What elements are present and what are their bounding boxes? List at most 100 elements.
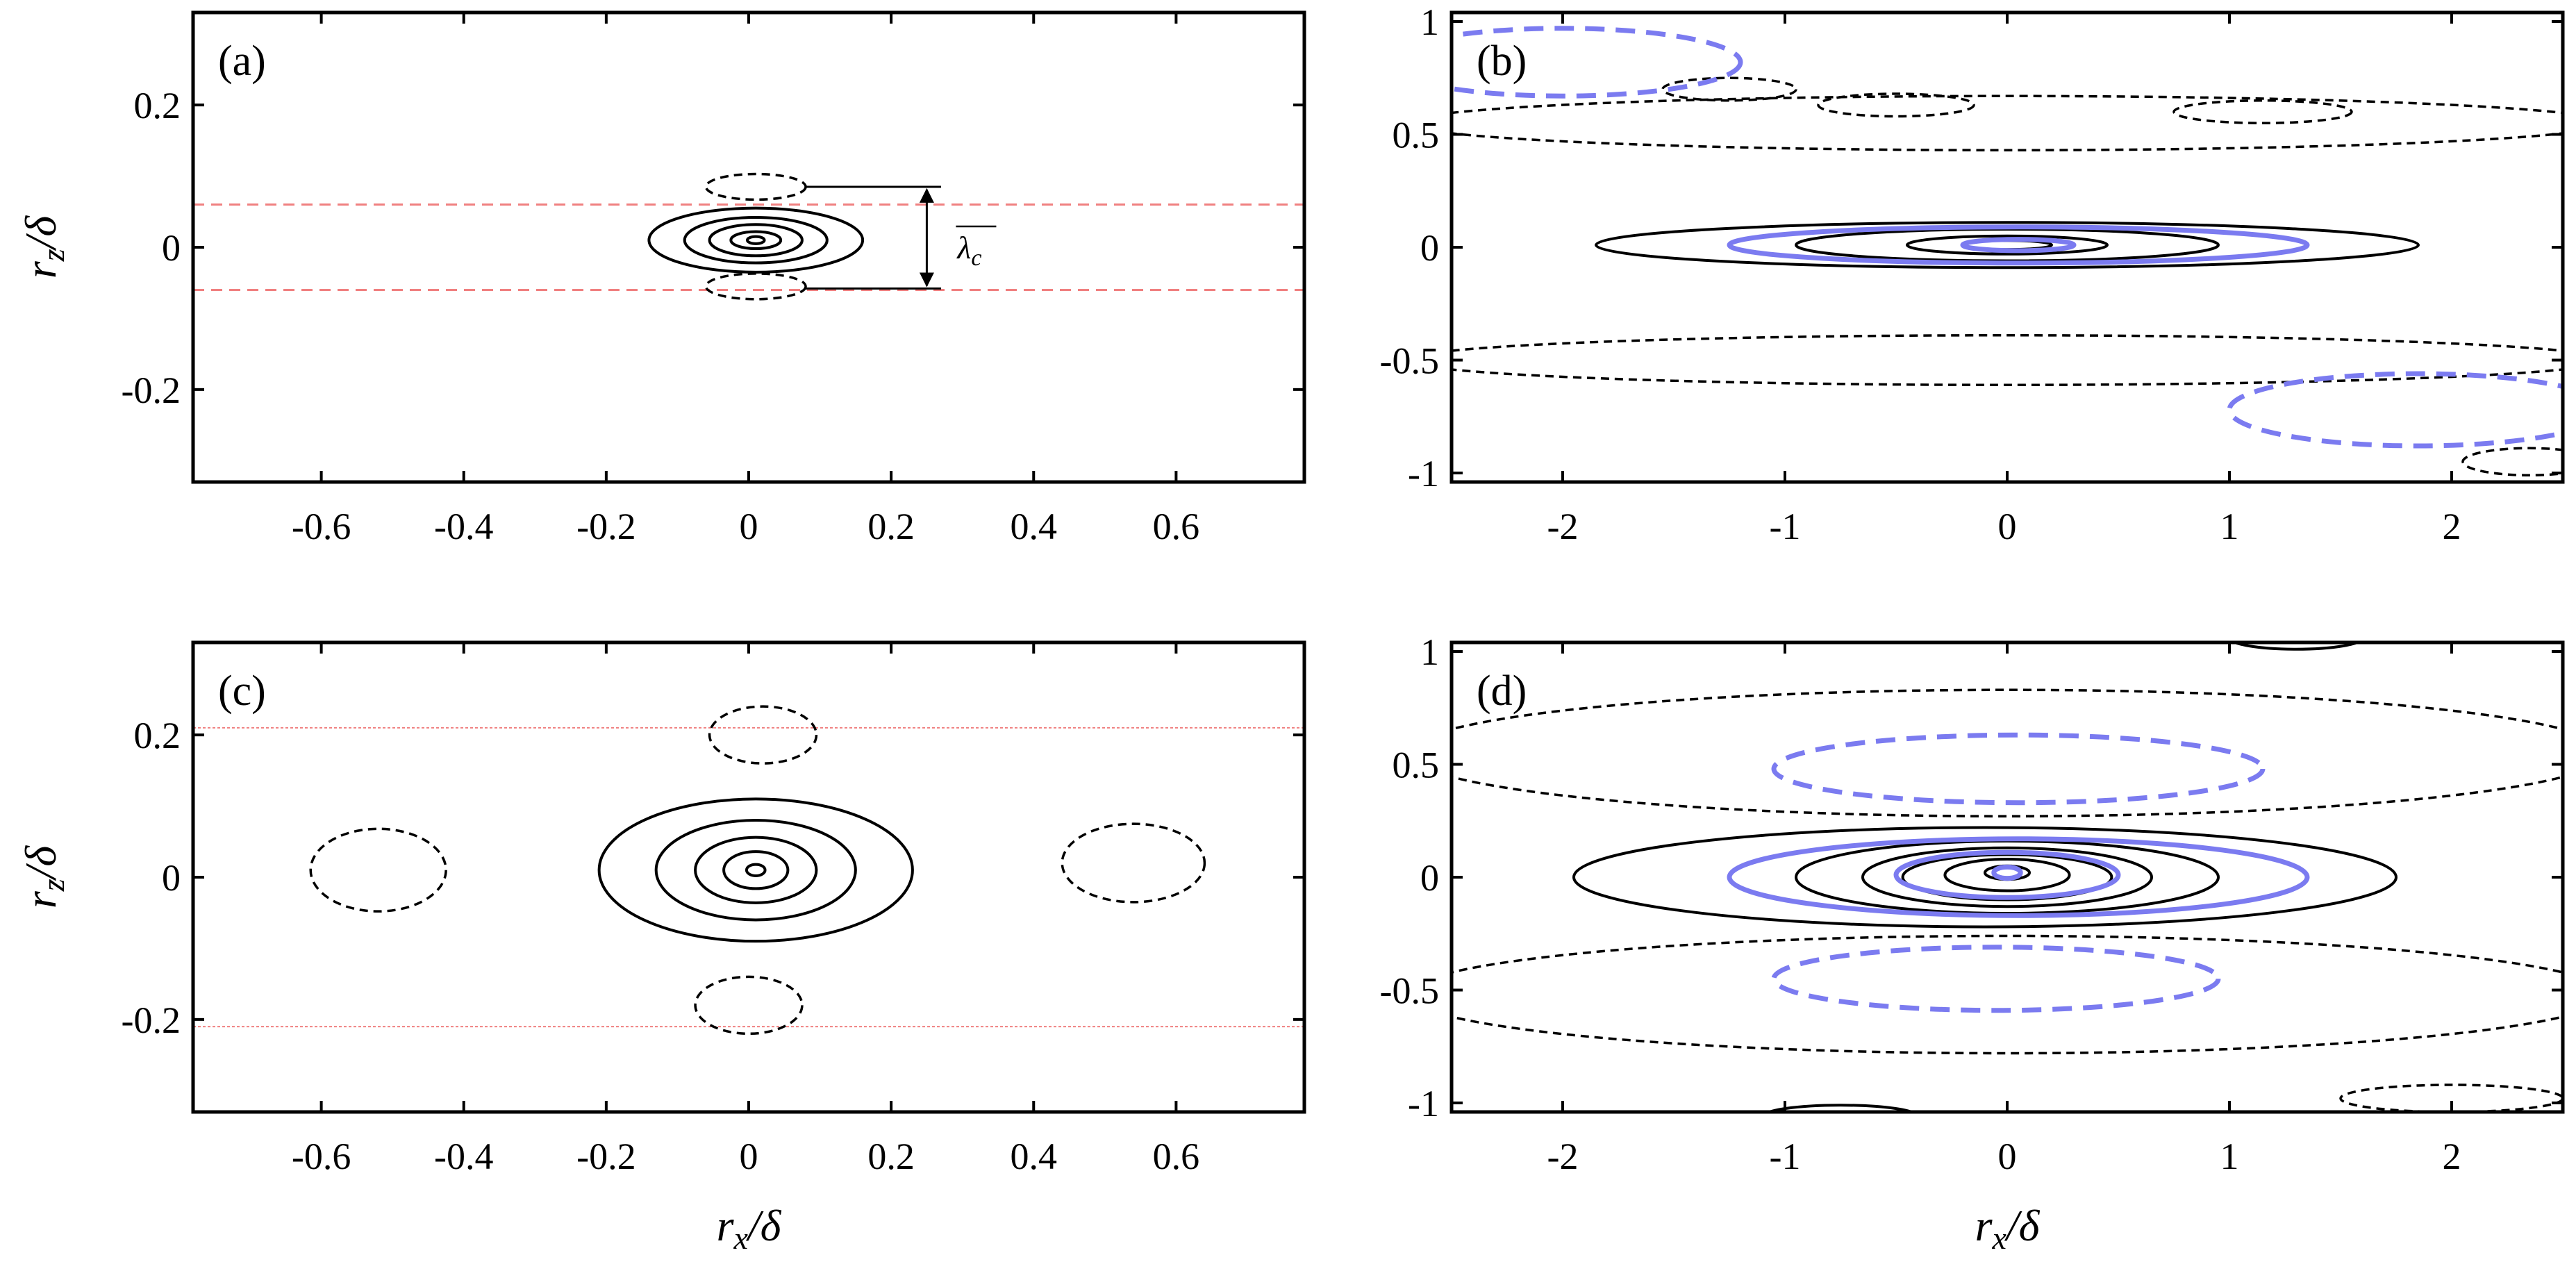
contour-dashed-blue-10 — [1771, 945, 2221, 1013]
y-tick-label: 0.5 — [1393, 115, 1440, 156]
contour-solid-blue-5 — [1960, 237, 2077, 254]
contour-dashed-black-9 — [1817, 92, 1975, 118]
contour-solid-black-4 — [745, 235, 766, 245]
contour-solid-black-0 — [1595, 221, 2420, 269]
y-tick-label: 0 — [162, 227, 181, 269]
contour-solid-black-2 — [1861, 846, 2153, 908]
contour-dashed-black-8 — [1061, 822, 1206, 904]
plot-area — [193, 705, 1304, 1036]
x-tick-label: 0.4 — [1011, 1136, 1058, 1177]
panel-label: (a) — [218, 38, 266, 85]
panel-d: -2 -1 0 1 2 1 0.5 0 -0.5 -1 (d) rx/δ — [1380, 631, 2565, 1256]
y-tick-label: 1 — [1420, 631, 1439, 673]
contour-solid-black-1 — [1795, 228, 2220, 263]
contour-dashed-black-6 — [694, 975, 804, 1036]
x-tick-label: -1 — [1770, 506, 1801, 547]
contour-solid-black-2 — [694, 836, 818, 904]
contour-solid-black-1 — [683, 215, 829, 265]
contour-dashed-black-13 — [2339, 1083, 2563, 1112]
panel-label: (d) — [1477, 667, 1527, 715]
contour-dashed-black-7 — [1452, 334, 2563, 386]
contour-solid-black-4 — [745, 863, 767, 877]
axes-frame — [1449, 10, 2565, 484]
x-tick-label: 0 — [1998, 506, 2017, 547]
y-tick-label: 0.5 — [1393, 745, 1440, 786]
x-tick-label: 1 — [2220, 506, 2239, 547]
y-tick-label: 0.2 — [134, 85, 181, 126]
panel-a: -0.6 -0.4 -0.2 0 0.2 0.4 0.6 0.2 0 -0.2 (a) rz/δ λc — [16, 10, 1306, 547]
x-tick-label: -2 — [1547, 1136, 1579, 1177]
contour-solid-black-3 — [722, 850, 790, 890]
x-tick-label: -0.2 — [576, 506, 635, 547]
y-axis-label: rz/δ — [16, 845, 71, 909]
contour-solid-blue-7 — [1893, 849, 2121, 900]
x-tick-label: 2 — [2443, 1136, 2461, 1177]
contour-dashed-black-8 — [1661, 76, 1797, 102]
contour-dashed-black-11 — [1452, 688, 2563, 817]
panel-label: (c) — [218, 667, 266, 715]
contour-solid-black-14 — [2232, 642, 2361, 651]
panel-c: -0.6 -0.4 -0.2 0 0.2 0.4 0.6 0.2 0 -0.2 (c) rz/δ rx/… — [16, 640, 1306, 1256]
x-tick-label: -0.4 — [434, 506, 493, 547]
contour-dashed-blue-9 — [1771, 732, 2266, 806]
contour-dashed-black-6 — [1452, 94, 2563, 151]
contour-solid-black-15 — [1765, 1104, 1916, 1112]
axes-frame — [191, 640, 1306, 1114]
contour-solid-blue-8 — [1991, 864, 2023, 881]
x-axis-label: rx/δ — [1975, 1201, 2041, 1256]
y-tick-label: -0.5 — [1380, 970, 1439, 1012]
x-tick-label: -1 — [1770, 1136, 1801, 1177]
y-tick-label: 0 — [1420, 227, 1439, 269]
plot-area — [1452, 642, 2563, 1112]
y-tick-label: -1 — [1408, 1083, 1439, 1124]
contour-solid-black-4 — [1943, 858, 2071, 892]
contour-solid-black-3 — [729, 230, 783, 251]
contour-dashed-black-5 — [708, 705, 818, 765]
contour-dashed-black-12 — [1452, 934, 2563, 1055]
panel-label: (b) — [1477, 38, 1527, 85]
plot-area — [193, 172, 1304, 301]
x-tick-label: -0.6 — [292, 506, 351, 547]
y-tick-label: 0 — [1420, 857, 1439, 899]
y-tick-label: -0.5 — [1380, 340, 1439, 382]
x-tick-label: -0.6 — [292, 1136, 351, 1177]
x-tick-label: 0 — [740, 1136, 758, 1177]
contour-solid-black-2 — [1906, 234, 2109, 256]
wavelength-label: λc — [956, 230, 981, 271]
contour-dashed-blue-12 — [1452, 26, 1743, 99]
y-axis-label: rz/δ — [16, 215, 71, 279]
x-tick-label: 0.2 — [867, 1136, 915, 1177]
contour-solid-black-0 — [1572, 826, 2398, 929]
contour-dashed-black-10 — [2172, 99, 2353, 124]
x-tick-label: -0.2 — [576, 1136, 635, 1177]
y-tick-label: 0 — [162, 857, 181, 899]
contour-solid-black-0 — [597, 797, 914, 943]
contour-solid-black-0 — [647, 206, 865, 274]
x-tick-label: -0.4 — [434, 1136, 493, 1177]
contour-solid-black-1 — [654, 819, 857, 922]
contour-dashed-black-6 — [704, 272, 807, 301]
contour-solid-blue-4 — [1727, 224, 2310, 266]
contour-dashed-blue-13 — [2227, 371, 2563, 449]
x-tick-label: 0.4 — [1011, 506, 1058, 547]
y-tick-label: 0.2 — [134, 715, 181, 756]
contour-dashed-black-5 — [704, 172, 807, 201]
x-tick-label: 2 — [2443, 506, 2461, 547]
contour-solid-black-2 — [708, 223, 804, 258]
x-tick-label: 0.6 — [1153, 1136, 1200, 1177]
x-tick-label: 1 — [2220, 1136, 2239, 1177]
x-tick-label: 0 — [1998, 1136, 2017, 1177]
x-axis-label: rx/δ — [717, 1201, 782, 1256]
y-tick-label: -0.2 — [122, 999, 181, 1041]
y-tick-label: 1 — [1420, 1, 1439, 43]
x-tick-label: 0.6 — [1153, 506, 1200, 547]
x-tick-label: 0 — [740, 506, 758, 547]
contour-solid-blue-6 — [1727, 836, 2310, 918]
x-tick-label: 0.2 — [867, 506, 915, 547]
y-tick-label: -0.2 — [122, 369, 181, 411]
x-tick-label: -2 — [1547, 506, 1579, 547]
contour-dashed-black-7 — [309, 827, 447, 913]
y-tick-label: -1 — [1408, 453, 1439, 495]
panel-b: -2 -1 0 1 2 1 0.5 0 -0.5 -1 (b) — [1380, 1, 2565, 547]
